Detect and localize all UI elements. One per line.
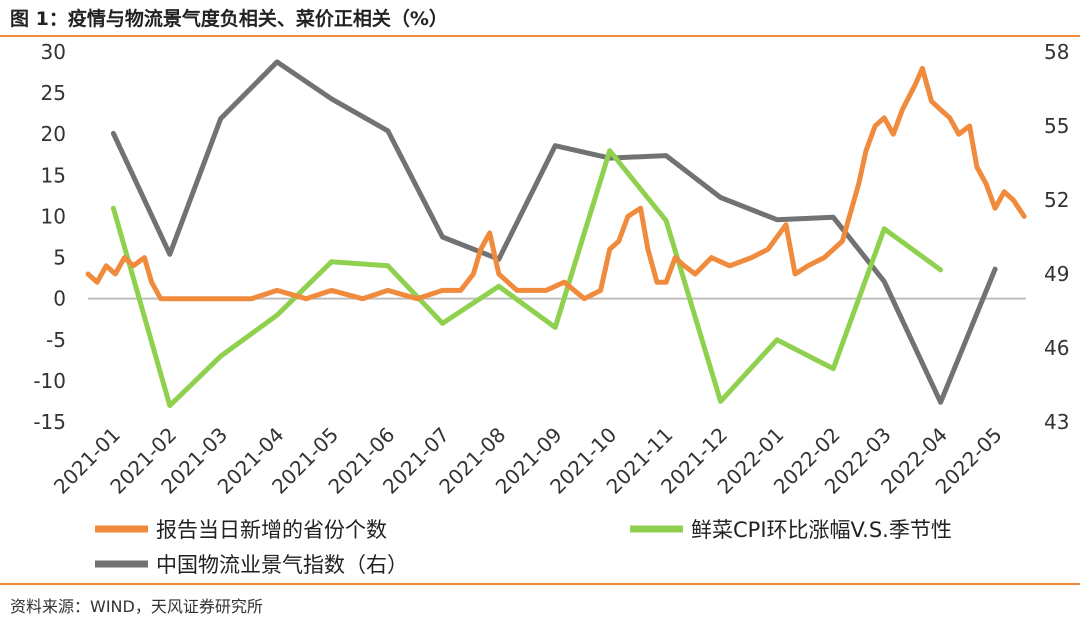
series-group [85,59,1027,409]
cases-series-line [85,65,1027,302]
left-tick-label: 25 [41,81,66,105]
left-tick-label: 5 [53,246,66,270]
legend: 报告当日新增的省份个数 鲜菜CPI环比涨幅V.S.季节性 中国物流业景气指数（右… [95,518,952,577]
left-tick-label: 0 [53,287,66,311]
chart-canvas: 30 25 20 15 10 5 0 -5 -10 -15 58 55 52 49 46 43 2021-0… [33,40,1069,577]
right-tick-label: 46 [1044,336,1069,360]
right-tick-label: 43 [1044,410,1069,434]
left-tick-label: 10 [41,204,66,228]
footer-rule [0,583,1080,585]
left-tick-label: -15 [33,410,66,434]
left-tick-label: 20 [41,122,66,146]
chart-title: 图 1：疫情与物流景气度负相关、菜价正相关（%） [10,8,448,30]
right-tick-label: 58 [1044,40,1069,64]
source-note: 资料来源：WIND，天风证券研究所 [10,597,263,616]
right-axis-ticks: 58 55 52 49 46 43 [1044,40,1069,434]
left-tick-label: -5 [46,328,66,352]
right-tick-label: 55 [1044,114,1069,138]
legend-label-pmi: 中国物流业景气指数（右） [156,553,408,577]
left-tick-label: 15 [41,163,66,187]
x-axis-ticks: 2021-012021-022021-032021-042021-052021-… [49,423,1007,499]
legend-label-cpi: 鲜菜CPI环比涨幅V.S.季节性 [691,518,952,542]
right-tick-label: 49 [1044,262,1069,286]
left-tick-label: 30 [41,40,66,64]
left-axis-ticks: 30 25 20 15 10 5 0 -5 -10 -15 [33,40,66,434]
title-rule [0,35,1080,37]
legend-label-cases: 报告当日新增的省份个数 [156,518,387,542]
left-tick-label: -10 [33,369,66,393]
right-tick-label: 52 [1044,188,1069,212]
cpi-series-line [110,148,944,409]
pmi-series-line [110,59,998,405]
